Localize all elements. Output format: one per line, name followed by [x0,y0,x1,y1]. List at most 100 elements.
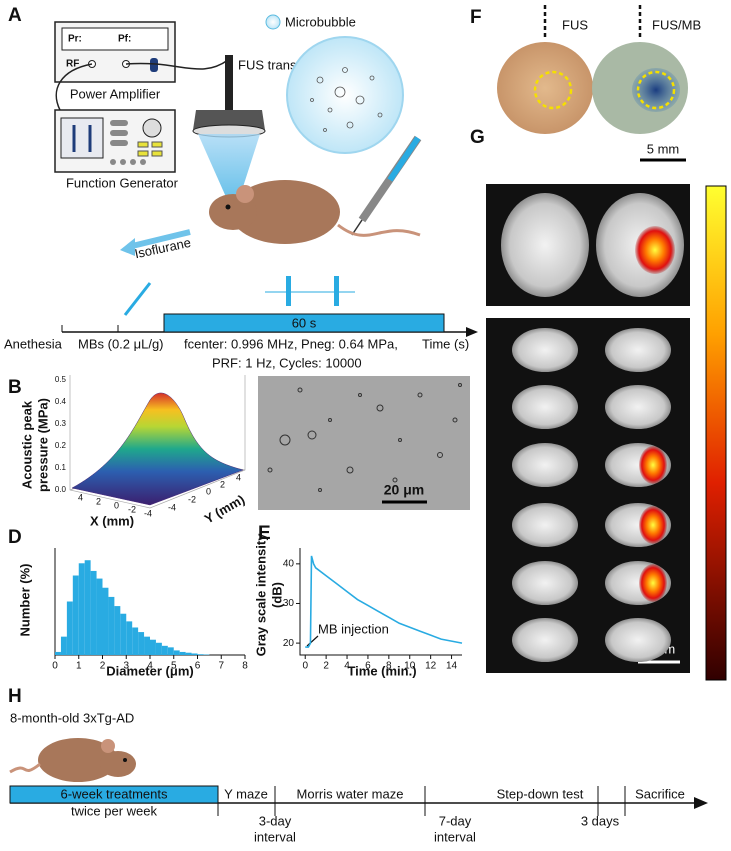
duration-label: 60 s [292,315,317,330]
y-tick-label: 30 [283,598,295,609]
panel-b: B Acoustic peak pressure (MPa) 0.5 0.4 0… [8,375,247,528]
fluorescence [639,564,667,602]
image-background [486,318,690,673]
bar [138,632,145,655]
mouse-part [337,223,421,237]
sonication-bar [163,313,445,333]
mouse-part [236,185,254,203]
y-tick-label: 20 [283,638,295,649]
x-label: Diameter (μm) [106,663,193,678]
mouse-part [225,204,231,210]
bar [191,653,198,655]
panel-label: H [8,686,22,707]
x-tick-label: 10 [404,661,416,672]
brain [501,193,589,297]
microbubble-label: Microbubble [285,14,356,29]
panel-d: D Number (%) Diameter (μm) 0 1 2 3 4 5 6 7 8 [8,527,248,678]
bubbles-part [452,417,458,423]
bubbles-part [358,393,362,397]
x-tick-label: 2 [323,661,329,672]
bubbles-part [279,434,291,446]
pressure-surface [71,392,244,506]
rf-label: RF [66,59,79,70]
panel-c: C 20 μm [258,376,470,510]
bubbles-part [417,392,423,398]
bar [96,578,103,655]
x-ticks-part: 2 [96,496,101,506]
bar [108,596,115,655]
panel-label: A [8,5,22,26]
buttons-part [151,141,163,148]
bar [185,652,192,655]
x-tick-label: 3 [123,661,129,672]
buttons [137,141,163,157]
fluorescence [639,446,667,484]
mouse-part [123,758,127,762]
display-label: Pr: [68,34,82,45]
bar [84,560,91,655]
brain-slice [512,385,578,429]
z-ticks-part: 0.3 [55,419,67,428]
timeline-label: MBs (0.2 μL/g) [78,336,164,351]
panel-label: E [258,523,271,544]
mouse-part [9,762,41,774]
bubbles-part [342,67,348,73]
step-label: Step-down test [497,786,584,801]
interval-label: interval [434,829,476,844]
x-tick-label: 4 [147,661,153,672]
buttons [110,120,146,165]
brain-slice [605,328,671,372]
mouse-part [100,751,136,777]
buttons-part [110,159,116,165]
x-tick-label: 6 [195,661,201,672]
panel-label: G [470,127,485,148]
target-circle [636,70,676,110]
intensity-line [305,555,463,648]
bubbles-part [398,438,402,442]
bubble-zoom [286,36,404,154]
ultrasound-beam [198,134,260,215]
mouse [9,738,136,782]
z-ticks-part: 0.0 [55,485,67,494]
bubbles-part [355,95,365,105]
y-ticks-part: -2 [188,494,196,504]
mouse-part [230,180,340,244]
axis-arrow [466,327,478,337]
y-label: Y (mm) [202,492,247,527]
axis-label: Time (s) [422,336,469,351]
brain-slice [605,385,671,429]
bar [78,563,85,655]
panel-h: H 8-month-old 3xTg-AD 6-week treatments … [8,686,708,844]
y-ticks: -4 -2 0 2 4 [168,472,241,512]
x-tick-label: 0 [302,661,308,672]
fluorescence [639,506,667,544]
y-label: Gray scale intensity [253,533,268,657]
buttons-part [151,150,163,157]
treatment-label: 6-week treatments [61,786,168,801]
buttons-part [110,140,128,146]
panel-a: A Pr: Pf: RF Power Amplifier Function Ge… [4,5,478,370]
bubbles-part [267,467,273,473]
dye-region [632,68,680,112]
bubble-icon [265,14,281,30]
panel-g: G 5 mm [470,127,727,681]
y-ticks-part: 0 [206,486,211,496]
buttons-part [110,130,128,136]
z-ticks-part: 0.4 [55,397,67,406]
syringe-part [387,136,421,182]
z-label: pressure (MPa) [35,398,50,492]
y-label: (dB) [269,582,284,608]
knob [142,118,162,138]
panel-f: F FUS FUS/MB 5 mm [470,5,701,162]
syringe-small [123,282,152,316]
bar [120,613,127,655]
x-tick-label: 8 [242,661,248,672]
buttons-part [130,159,136,165]
cable [55,63,93,111]
generator-screen [60,117,104,159]
x-tick-label: 5 [171,661,177,672]
bubbles-part [377,112,383,118]
mouse-part [38,738,118,782]
bubbles-part [346,466,354,474]
